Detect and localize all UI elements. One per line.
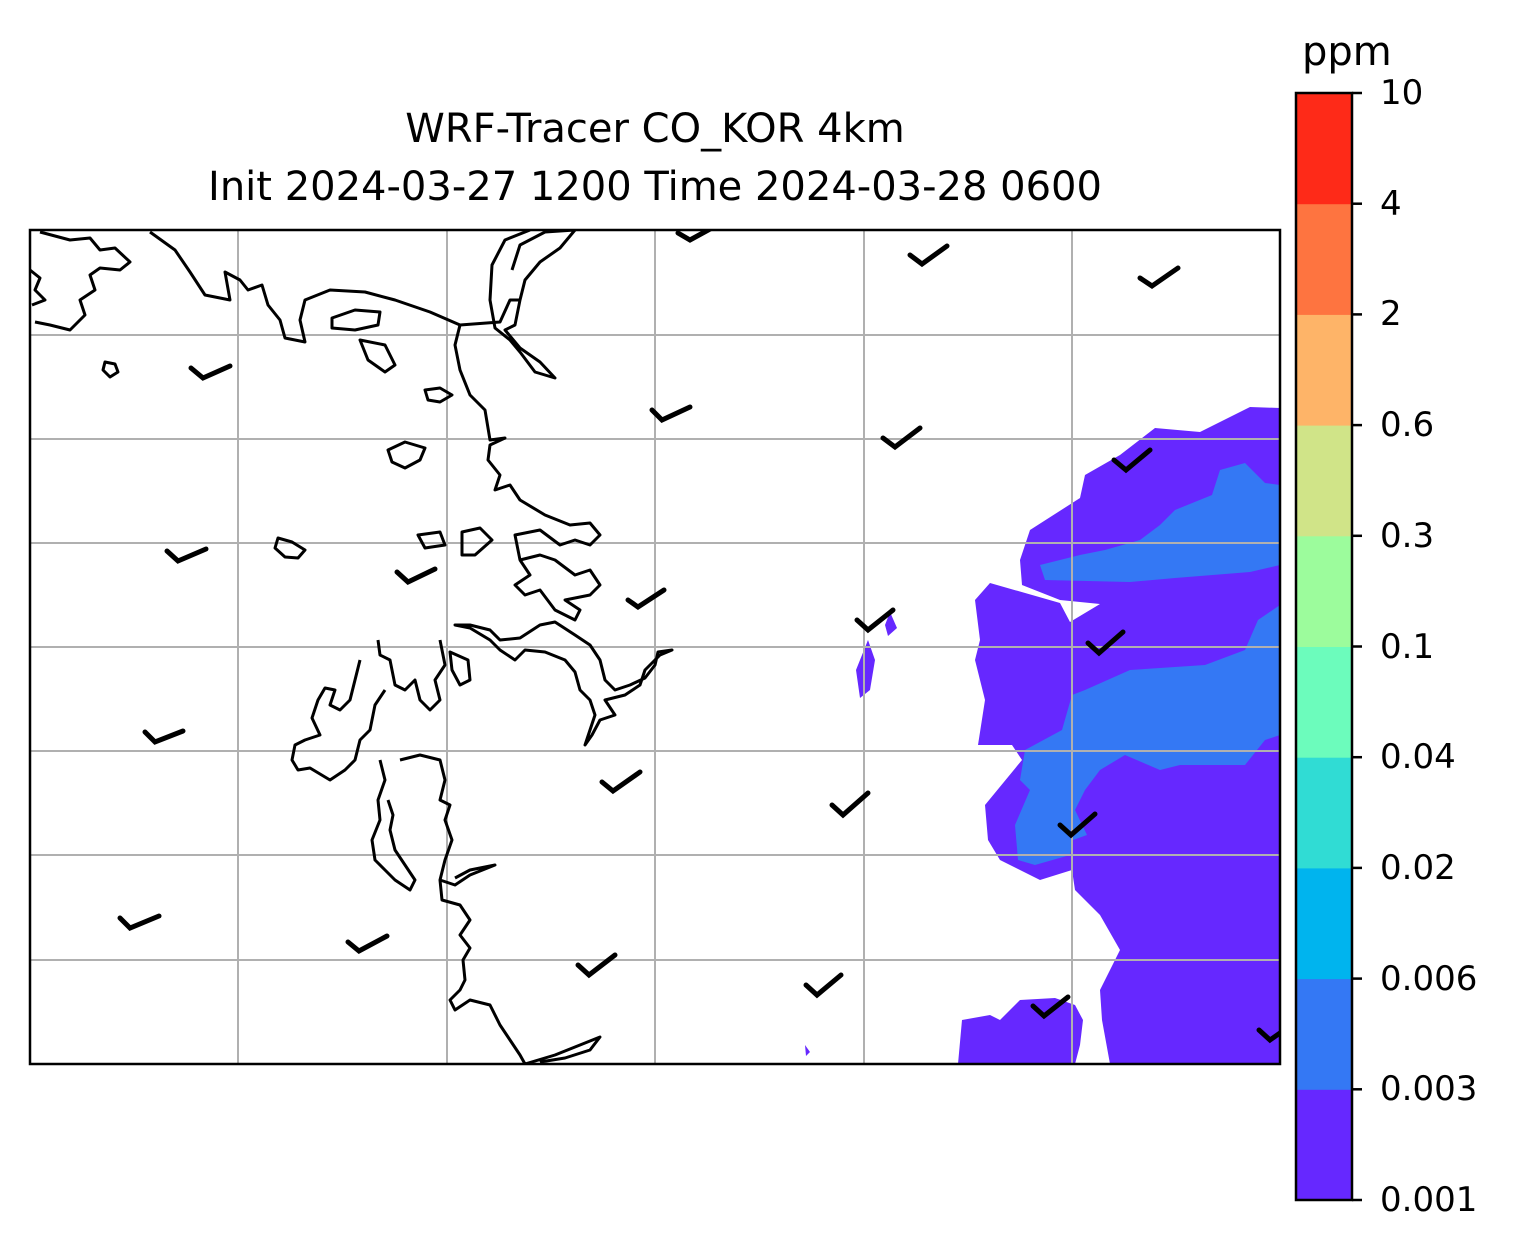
map-frame [28,228,1282,1066]
coastline-north [30,230,132,332]
wind-barb [649,404,693,424]
colorbar-band [1296,425,1352,537]
wind-barb [188,363,233,381]
wind-barb [345,933,390,954]
colorbar-tick-label: 0.6 [1380,405,1435,446]
wind-barb [117,913,162,931]
island-4 [358,338,397,374]
wind-barb [1085,629,1126,657]
colorbar-bands [1296,93,1352,1201]
colorbar-tick-label: 0.003 [1380,1069,1478,1110]
colorbar-band [1296,646,1352,758]
wind-barb [1137,265,1181,290]
wind-barb [394,566,438,585]
tracer-area-mid [1015,463,1280,865]
colorbar-tick-label: 4 [1380,183,1402,224]
colorbar-band [1296,93,1352,205]
colorbar-tick-label: 0.1 [1380,626,1435,667]
wind-barb [1057,811,1098,839]
wind-barb [625,587,667,611]
wind-barb [164,546,209,564]
colorbar-tick-label: 10 [1380,73,1424,113]
colorbar-tick-label: 0.001 [1380,1180,1478,1220]
coastline-west-central [453,620,674,747]
island-9 [423,386,454,404]
map-subtitle: Init 2024-03-27 1200 Time 2024-03-28 060… [208,164,1102,210]
island-6 [416,530,447,550]
wind-barb [1030,994,1071,1020]
colorbar-band [1296,757,1352,869]
colorbar-tick-label: 0.02 [1380,847,1456,888]
colorbar-tick-label: 0.006 [1380,958,1478,999]
wind-barb [1256,1027,1280,1044]
coastline-south [370,753,602,1064]
island-8 [448,650,472,687]
tracer-field [805,407,1280,1064]
wind-barb [829,790,871,819]
colorbar-band [1296,535,1352,647]
wind-barb [1111,447,1153,474]
island-3 [330,308,382,332]
colorbar-band [1296,314,1352,426]
island-1 [101,360,120,379]
colorbar [1294,91,1362,1202]
colorbar-tick-label: 2 [1380,294,1402,335]
island-7 [460,526,494,557]
colorbar-tick-label: 0.04 [1380,737,1456,778]
wind-barbs [117,230,1280,1044]
colorbar-tick-label: 0.3 [1380,515,1435,556]
wind-barb [142,728,186,745]
colorbar-band [1296,978,1352,1090]
coastlines [30,230,674,1064]
coastline-bay-north [149,230,577,380]
wind-barb [803,972,844,999]
colorbar-band [1296,867,1352,980]
colorbar-band [1296,1089,1352,1201]
wind-barb [675,230,713,243]
wind-barb [907,243,950,268]
wind-barb [599,769,643,795]
colorbar-band [1296,203,1352,315]
wind-barb [575,952,618,979]
coastline-southwest [290,639,447,782]
colorbar-unit-label: ppm [1302,29,1392,75]
gridlines [30,230,1280,1064]
coastline-peninsula [453,324,602,622]
map-title: WRF-Tracer CO_KOR 4km [405,106,905,152]
wind-barb [854,607,896,634]
island-5 [386,440,427,470]
wind-barb [880,425,923,451]
island-2 [273,536,307,560]
colorbar-ticks [1352,91,1362,1202]
